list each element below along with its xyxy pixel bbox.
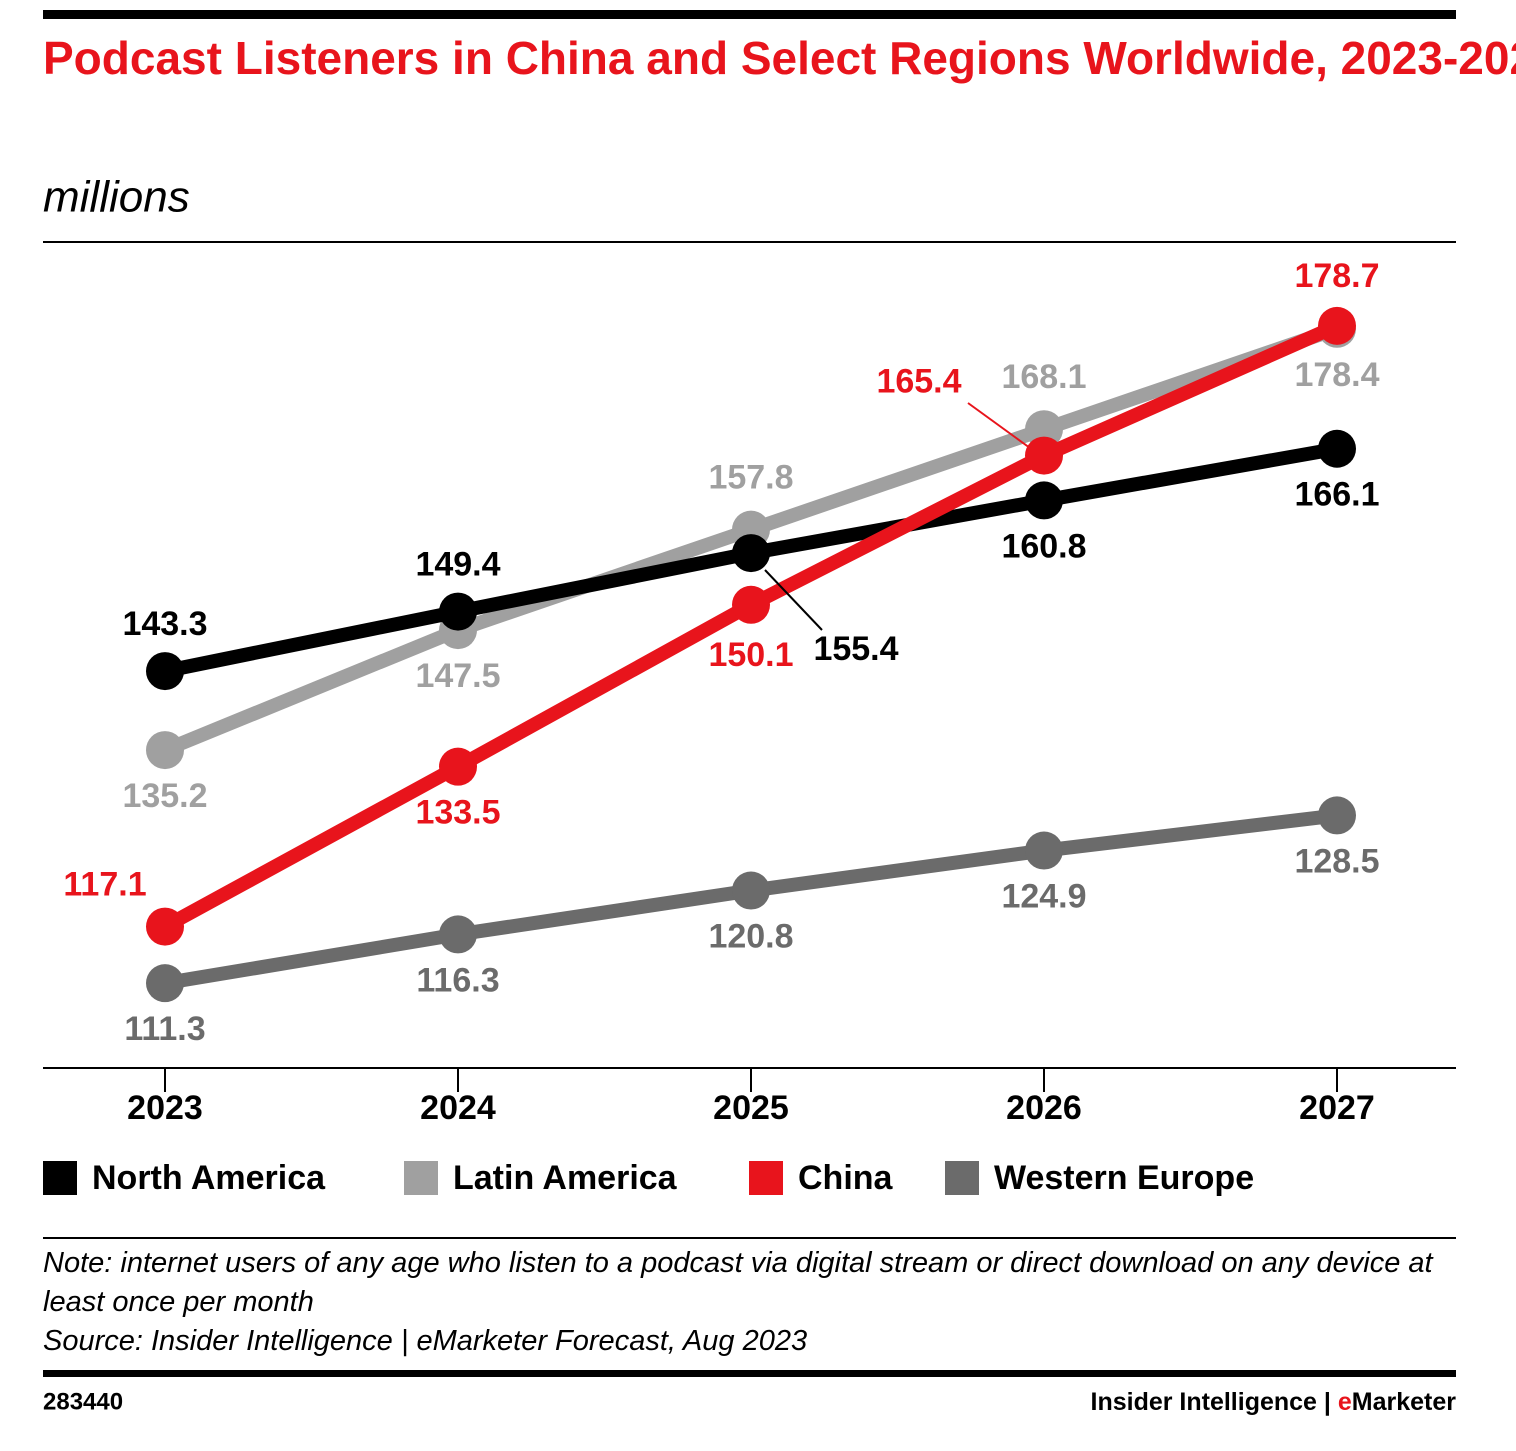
legend-swatch — [945, 1161, 979, 1195]
data-label: 166.1 — [1294, 476, 1379, 514]
legend-swatch — [749, 1161, 783, 1195]
legend-swatch — [404, 1161, 438, 1195]
legend-label: North America — [92, 1159, 326, 1197]
point — [146, 907, 184, 946]
legend-label: China — [798, 1159, 894, 1197]
data-label: 150.1 — [708, 636, 793, 674]
data-label: 160.8 — [1001, 527, 1086, 565]
source: Source: Insider Intelligence | eMarketer… — [43, 1325, 808, 1357]
point — [732, 585, 770, 624]
point — [146, 964, 184, 1003]
x-tick-label: 2025 — [713, 1089, 789, 1127]
x-tick-label: 2027 — [1299, 1089, 1375, 1127]
leader-line — [764, 569, 823, 631]
legend-label: Latin America — [453, 1159, 678, 1197]
data-label: 157.8 — [708, 459, 793, 497]
point — [732, 534, 770, 573]
point — [439, 592, 477, 631]
chart-subtitle: millions — [43, 173, 190, 222]
point — [1318, 796, 1356, 835]
data-label: 165.4 — [876, 363, 961, 401]
data-label: 128.5 — [1294, 842, 1379, 880]
brand-company: Insider Intelligence — [1091, 1388, 1318, 1416]
chart-id: 283440 — [43, 1388, 123, 1415]
data-label: 135.2 — [122, 777, 207, 815]
data-label: 117.1 — [63, 866, 146, 904]
note: Note: internet users of any age who list… — [43, 1247, 1433, 1318]
point — [732, 871, 770, 910]
leader-line — [967, 402, 1031, 449]
data-label: 178.7 — [1294, 257, 1379, 295]
data-label: 143.3 — [122, 605, 207, 643]
brand-e: e — [1338, 1388, 1352, 1416]
top-rule — [43, 10, 1456, 19]
point — [1025, 831, 1063, 870]
data-label: 149.4 — [415, 546, 500, 584]
point — [1025, 481, 1063, 520]
point — [1025, 436, 1063, 475]
point — [146, 731, 184, 770]
point — [146, 652, 184, 691]
data-label: 120.8 — [708, 917, 793, 955]
data-label: 111.3 — [124, 1010, 205, 1048]
data-label: 168.1 — [1001, 358, 1086, 396]
note-box: Note: internet users of any age who list… — [43, 1247, 1433, 1357]
x-tick-label: 2026 — [1006, 1089, 1082, 1127]
point — [1025, 410, 1063, 449]
chart-title: Podcast Listeners in China and Select Re… — [43, 32, 1516, 84]
point — [439, 747, 477, 786]
bottom-rule — [43, 1370, 1456, 1377]
point — [1318, 306, 1356, 345]
legend-label: Western Europe — [994, 1159, 1254, 1197]
point — [1318, 429, 1356, 468]
data-label: 178.4 — [1294, 356, 1379, 394]
x-tick-label: 2024 — [420, 1089, 496, 1127]
data-label: 147.5 — [415, 657, 500, 695]
data-label: 155.4 — [813, 630, 898, 668]
data-label: 124.9 — [1001, 878, 1086, 916]
point — [439, 915, 477, 954]
data-label: 116.3 — [416, 961, 499, 999]
brand: Insider Intelligence | eMarketer — [1091, 1388, 1457, 1416]
brand-separator: | — [1324, 1388, 1331, 1416]
x-tick-label: 2023 — [127, 1089, 203, 1127]
data-label: 133.5 — [415, 794, 500, 832]
legend-swatch — [43, 1161, 77, 1195]
brand-rest: Marketer — [1352, 1388, 1456, 1416]
